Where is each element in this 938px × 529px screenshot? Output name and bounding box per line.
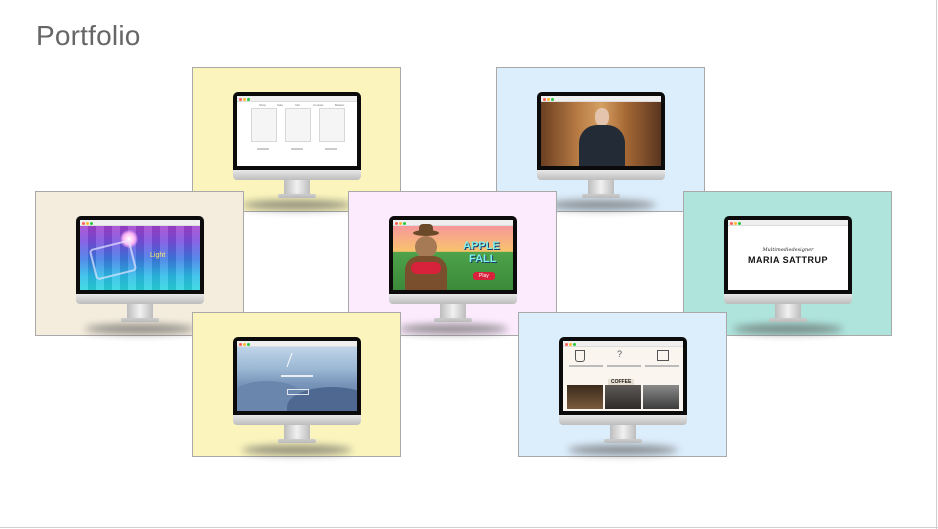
portfolio-tile-mountain-site[interactable] [192, 312, 401, 457]
hoodie-image [319, 108, 345, 142]
question-icon: ? [617, 349, 623, 359]
screen-clothing-shop: Shop Sale Info Contact Basket [237, 96, 357, 166]
screen-pixel-light: Light [80, 220, 200, 290]
shop-nav-item: Shop [259, 103, 267, 107]
screen-overlay-text: Light [150, 252, 166, 259]
monitor-mockup: ? COFFEE [559, 337, 687, 455]
portfolio-tile-apple-fall-game[interactable]: APPLE FALL Play [348, 191, 557, 336]
monitor-mockup [233, 337, 361, 455]
shop-nav-item: Sale [277, 103, 284, 107]
person-head [595, 108, 609, 126]
tshirt-image [251, 108, 277, 142]
portfolio-tile-video-portrait[interactable] [496, 67, 705, 212]
subtitle-script-text: Multimediedesigner [762, 247, 814, 253]
shop-nav-item: Basket [335, 103, 345, 107]
slide-bottom-border [0, 527, 938, 528]
hat-icon [413, 230, 439, 236]
farmer-face [415, 236, 437, 258]
portfolio-tile-pixel-light[interactable]: Light [35, 191, 244, 336]
portfolio-tile-clothing-shop[interactable]: Shop Sale Info Contact Basket [192, 67, 401, 212]
monitor-mockup: Shop Sale Info Contact Basket [233, 92, 361, 210]
portfolio-owner-name: MARIA SATTRUP [748, 255, 828, 265]
monitor-mockup: APPLE FALL Play [389, 216, 517, 334]
game-title-line2: FALL [469, 253, 497, 265]
coffee-photo [643, 385, 679, 409]
shop-nav-item: Contact [313, 103, 324, 107]
coffee-photo [605, 385, 641, 409]
light-flare [120, 230, 138, 248]
monitor-mockup: Multimediedesigner MARIA SATTRUP [724, 216, 852, 334]
coffee-banner-text: COFFEE [608, 379, 635, 385]
play-button[interactable]: Play [473, 272, 495, 280]
screen-maria-sattrup: Multimediedesigner MARIA SATTRUP [728, 220, 848, 290]
tshirt-image [285, 108, 311, 142]
logo-mark [286, 353, 309, 367]
box-icon [657, 350, 669, 361]
portfolio-tile-coffee-site[interactable]: ? COFFEE [518, 312, 727, 457]
shop-nav-item: Info [295, 103, 301, 107]
person-body [579, 125, 625, 166]
portfolio-tile-maria-sattrup[interactable]: Multimediedesigner MARIA SATTRUP [683, 191, 892, 336]
slide-right-border [936, 0, 937, 529]
camera-outline [88, 239, 138, 281]
screen-coffee-site: ? COFFEE [563, 341, 683, 411]
cup-icon [575, 350, 585, 362]
screen-mountain-site [237, 341, 357, 411]
page-title: Portfolio [36, 20, 141, 51]
monitor-mockup: Light [76, 216, 204, 334]
apple-basket [411, 262, 441, 274]
coffee-photo [567, 385, 603, 409]
monitor-mockup [537, 92, 665, 210]
game-title-line1: APPLE [463, 240, 500, 252]
screen-video-portrait [541, 96, 661, 166]
screen-apple-fall-game: APPLE FALL Play [393, 220, 513, 290]
